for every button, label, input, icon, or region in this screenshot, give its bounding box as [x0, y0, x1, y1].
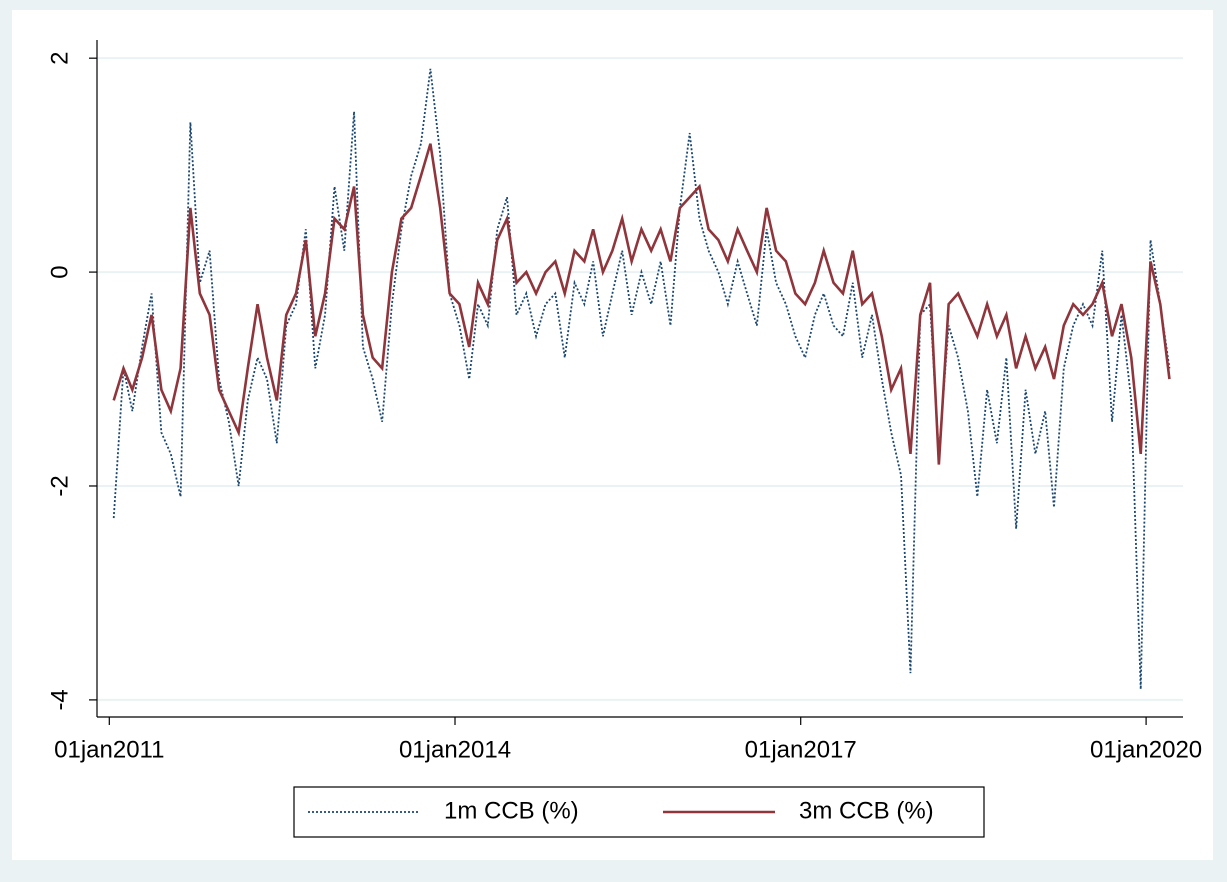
y-tick-label: -4 — [46, 689, 73, 710]
series-line — [112, 143, 1171, 465]
x-tick-label: 01jan2017 — [745, 736, 857, 763]
legend-label: 3m CCB (%) — [799, 797, 934, 824]
x-tick-label: 01jan2011 — [54, 736, 164, 763]
graph-region — [12, 10, 1213, 860]
x-tick-label: 01jan2020 — [1090, 736, 1202, 763]
x-tick-label: 01jan2014 — [399, 736, 511, 763]
series-line — [112, 68, 1171, 690]
y-tick-label: 0 — [46, 265, 73, 278]
y-tick-label: 2 — [46, 52, 73, 65]
y-tick-label: -2 — [46, 475, 73, 496]
legend-label: 1m CCB (%) — [444, 797, 579, 824]
